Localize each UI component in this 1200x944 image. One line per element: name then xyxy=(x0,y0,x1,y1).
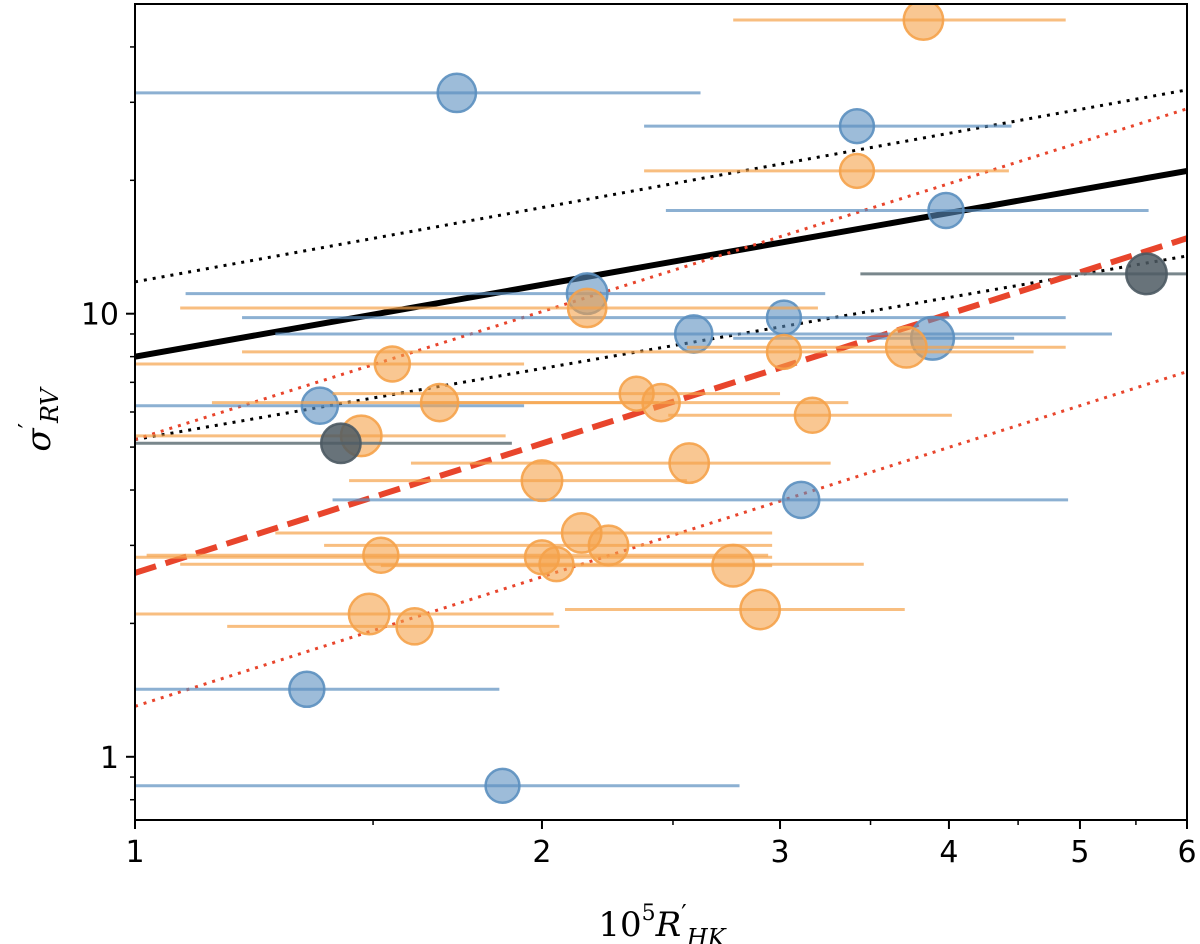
x-axis-label-sub: HK xyxy=(686,924,728,944)
y-axis-label-sub: RV xyxy=(36,386,64,424)
red-lower-line xyxy=(135,370,1187,708)
blue-point xyxy=(838,107,876,145)
orange-point xyxy=(902,4,945,41)
orange-point xyxy=(668,442,711,485)
black-fit-line xyxy=(135,167,1187,360)
orange-point xyxy=(711,543,756,588)
orange-point xyxy=(641,382,681,423)
x-axis-label-sup: 5 xyxy=(642,901,656,926)
x-axis-label-prime: ′ xyxy=(681,900,686,928)
blue-point xyxy=(484,767,521,805)
orange-point xyxy=(520,459,564,503)
blue-point xyxy=(436,72,478,114)
x-axis-label-main: R xyxy=(655,905,682,944)
orange-point xyxy=(587,524,630,567)
y-tick-label: 10 xyxy=(81,298,119,333)
orange-point xyxy=(395,607,434,646)
y-tick-label: 1 xyxy=(100,741,119,776)
orange-point xyxy=(347,592,391,636)
blue-point xyxy=(288,670,326,709)
orange-point xyxy=(419,382,460,423)
gray-point xyxy=(319,422,362,465)
orange-point xyxy=(765,333,803,371)
x-tick-label: 3 xyxy=(770,835,789,870)
orange-point xyxy=(373,345,412,383)
black-lower-line xyxy=(135,254,1187,442)
x-tick-label: 2 xyxy=(532,835,551,870)
x-tick-label: 4 xyxy=(939,835,958,870)
black-upper-line xyxy=(135,88,1187,284)
orange-point xyxy=(838,152,876,190)
y-axis-label-prime: ′ xyxy=(14,423,42,428)
orange-point xyxy=(566,287,608,329)
data-series xyxy=(135,4,1187,805)
blue-point xyxy=(781,480,821,520)
orange-point xyxy=(793,396,832,434)
y-axis-label: σ′RV xyxy=(14,386,64,452)
orange-point xyxy=(538,546,575,583)
x-axis-label: 105R′HK xyxy=(598,900,727,944)
red-upper-line xyxy=(135,107,1187,441)
orange-point xyxy=(362,536,400,575)
blue-point xyxy=(300,386,340,425)
orange-point xyxy=(739,588,782,631)
x-tick-label: 1 xyxy=(125,835,144,870)
axis-ticks: 1 2 3 4 5 6 1 10 xyxy=(81,46,1197,870)
x-tick-label: 5 xyxy=(1070,835,1089,870)
blue-point xyxy=(765,299,803,336)
blue-point xyxy=(927,191,965,230)
orange-point xyxy=(884,325,928,369)
x-axis-label-base: 10 xyxy=(598,905,641,944)
gray-series xyxy=(135,252,1187,465)
x-tick-label: 6 xyxy=(1177,835,1196,870)
y-axis-label-main: σ xyxy=(19,428,59,452)
gray-point xyxy=(1124,252,1168,296)
